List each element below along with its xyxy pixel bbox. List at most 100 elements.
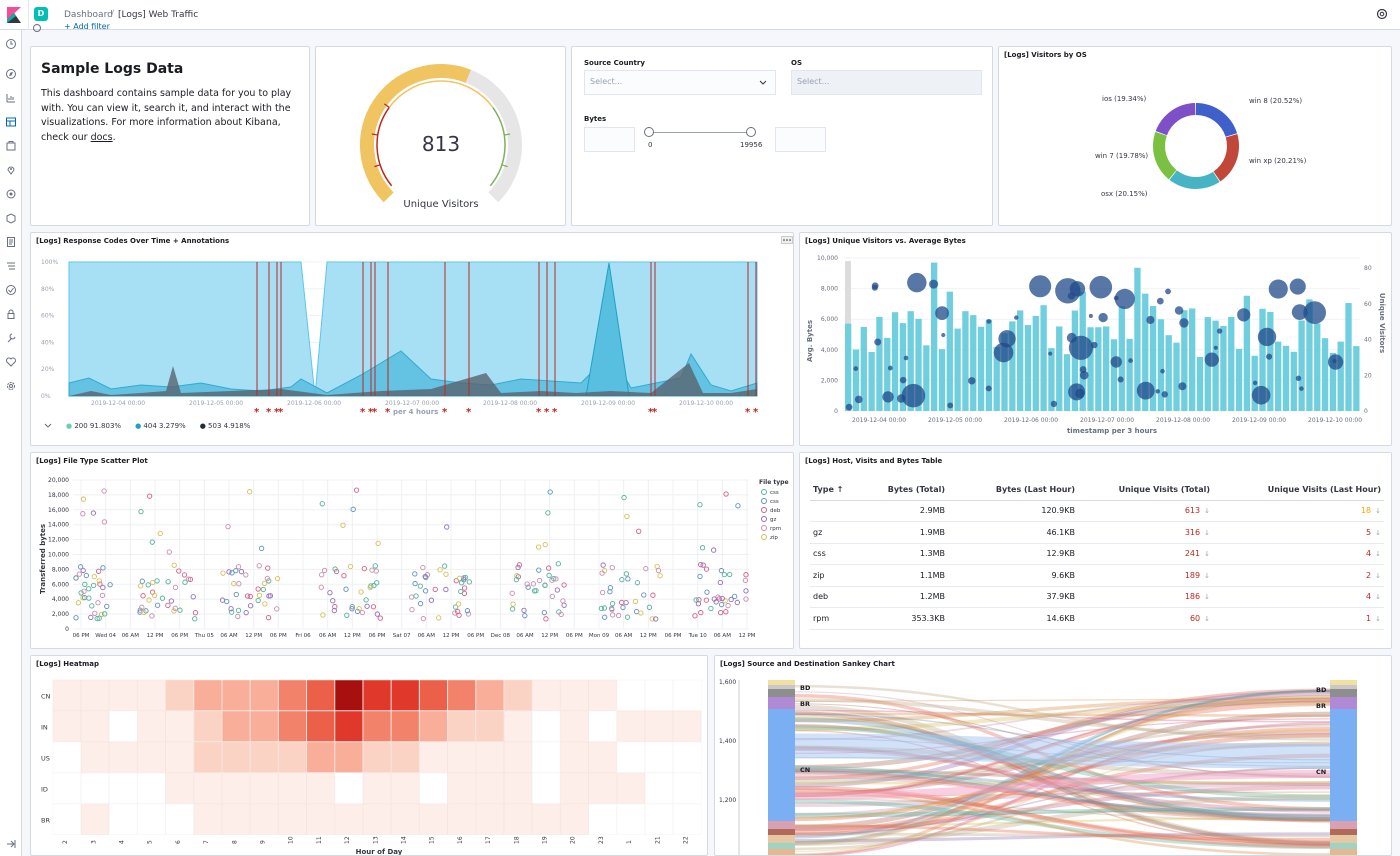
col-header-type[interactable]: Type ↑ [810,479,868,501]
x-tick-label: 12 PM [245,633,262,639]
scatter-point [100,565,106,571]
maps-icon[interactable] [5,164,17,176]
legend-item[interactable]: ● 503 4.918% [199,422,251,430]
heatmap-cell [52,710,81,742]
bubble-unique-visitors [1128,358,1133,364]
col-header-visits-last-hour[interactable]: Unique Visits (Last Hour) [1213,479,1384,501]
visualize-chart-icon[interactable] [5,92,17,104]
space-avatar[interactable]: D [34,7,48,21]
legend-item[interactable]: ● 200 91.803% [66,422,122,430]
management-gear-icon[interactable] [5,380,17,392]
table-cell-type: rpm [810,607,868,630]
table-row: gz 1.9MB 46.1KB 316 ↓ 5 ↓ [810,521,1384,544]
col-header-visits-total[interactable]: Unique Visits (Total) [1078,479,1213,501]
dev-tools-wrench-icon[interactable] [5,332,17,344]
table-cell-bytes_last: 46.1KB [948,521,1078,544]
bytes-range-min-handle[interactable] [644,127,654,137]
x-tick-label: Wed 04 [95,633,116,639]
heatmap-cell [447,710,476,742]
siem-lock-icon[interactable] [5,308,17,320]
ml-icon[interactable] [5,188,17,200]
col-label: 3 [90,840,97,844]
cell-value: 1.1MB [919,570,945,580]
scatter-point [374,611,380,617]
heatmap-cell [560,741,589,773]
legend-item[interactable]: ● 404 3.279% [135,422,186,430]
collapse-nav-icon[interactable] [5,838,17,850]
scatter-point [541,610,547,616]
canvas-icon[interactable] [5,140,17,152]
heatmap-cell [52,741,81,773]
legend-toggle-chevron-icon[interactable] [44,423,52,429]
heatmap-cell [193,741,222,773]
scatter-point [344,612,350,618]
heatmap-cell [644,772,674,804]
dashboard-icon[interactable] [5,116,17,128]
heatmap-cell [447,679,476,711]
panel-options-icon[interactable] [781,236,793,244]
sankey-flow [794,770,1331,817]
x-axis-title: Hour of Day [356,848,403,856]
bar-avg-bytes [1321,338,1329,411]
heatmap-cell [475,710,504,742]
os-donut-chart: win 8 (20.52%) win xp (20.21%) osx (20.15%… [1095,95,1307,198]
bubble-unique-visitors [1098,312,1108,323]
annotation-marker: * [536,407,542,418]
bytes-min-input[interactable] [584,127,635,152]
scatter-point [247,489,253,495]
col-header-bytes-total[interactable]: Bytes (Total) [868,479,948,501]
scatter-point [375,540,381,547]
bubble-unique-visitors [941,332,946,338]
bar-avg-bytes [970,315,977,411]
scatter-point [465,611,472,617]
host-visits-table-panel: [Logs] Host, Visits and Bytes Table Type… [799,452,1392,649]
bubble-unique-visitors [947,402,954,409]
scatter-point [332,566,338,572]
logs-icon[interactable] [5,236,17,248]
recently-viewed-clock-icon[interactable] [5,38,17,50]
kibana-logo-icon[interactable] [5,6,23,24]
bytes-max-input[interactable] [775,127,826,152]
scatter-point [620,604,626,611]
scatter-point [187,576,194,582]
breadcrumb-dashboard-link[interactable]: Dashboard [64,10,113,20]
sankey-source-label: CN [800,766,810,774]
scatter-point [646,604,653,610]
response-codes-area-chart: per 4 hours 100%80%60%40%20%0%* * ** * ** * * *… [41,259,759,418]
heatmap-cell [250,803,279,835]
add-filter-link[interactable]: + Add filter [64,22,110,30]
bar-avg-bytes [1235,348,1243,411]
annotation-marker: * [466,407,472,418]
legend-label: zip [770,535,778,541]
table-cell-visits_total: 60 ↓ [1078,607,1213,630]
uptime-icon[interactable] [5,284,17,296]
scatter-point [422,588,429,594]
monitoring-heart-icon[interactable] [5,356,17,368]
infrastructure-icon[interactable] [5,212,17,224]
sankey-target-label: BR [1316,702,1326,710]
sankey-target-node [1330,849,1357,855]
scatter-point [258,545,265,551]
scatter-point [700,562,706,568]
scatter-point [543,616,549,622]
scatter-point [165,602,171,609]
apm-icon[interactable] [5,260,17,272]
docs-link[interactable]: docs [90,131,113,143]
panel-title: [Logs] File Type Scatter Plot [36,457,148,465]
bar-avg-bytes [907,311,914,411]
help-menu-icon[interactable] [1376,8,1388,20]
bar-avg-bytes [868,352,875,411]
col-header-bytes-last-hour[interactable]: Bytes (Last Hour) [948,479,1078,501]
scatter-point [609,600,616,607]
bubble-unique-visitors [1117,376,1124,383]
os-select[interactable]: Select... [791,70,982,95]
heatmap-cell [221,741,251,773]
source-country-select[interactable]: Select... [584,70,776,95]
discover-compass-icon[interactable] [5,68,17,80]
filter-options-icon[interactable] [31,23,43,33]
bytes-range-max-handle[interactable] [746,127,756,137]
sankey-source-node [768,829,795,835]
heatmap-cell [673,803,702,835]
scatter-point [412,580,418,587]
scatter-point [633,608,640,615]
